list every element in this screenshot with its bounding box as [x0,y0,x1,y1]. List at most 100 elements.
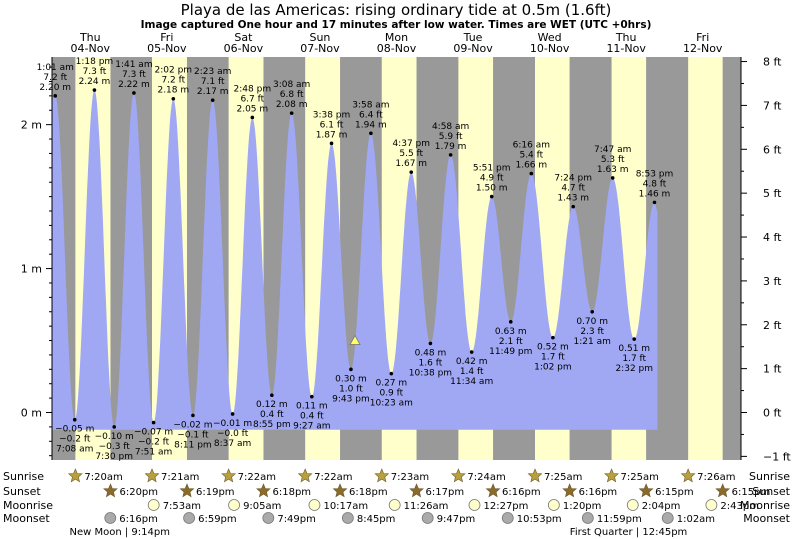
low-tide-label: 0.30 m [335,374,367,384]
day-date: 11-Nov [606,42,646,55]
low-tide-label: 9:27 am [293,422,330,432]
day-of-week: Fri [696,31,709,44]
moonrise-time: 2:04pm [642,501,681,512]
day-date: 09-Nov [453,42,493,55]
low-tide-label: −0.2 ft [138,438,170,448]
high-tide-point [489,194,494,199]
moonset-moon-icon [104,512,117,524]
high-tide-label: 7.2 ft [43,73,67,83]
high-tide-point [92,88,97,92]
high-tide-label: 1:18 pm [76,57,114,67]
high-tide-label: 3:08 am [273,80,310,90]
sunrise-star-icon [604,468,619,483]
day-of-week: Sat [234,31,253,44]
moonset-time: 6:59pm [198,514,237,525]
low-tide-label: −0.02 m [173,420,212,430]
moonset-time: 9:47pm [437,514,476,525]
low-tide-label: 10:23 am [370,399,413,409]
low-tide-point [469,350,474,354]
low-tide-label: 8:11 pm [174,440,212,450]
high-tide-label: 1.94 m [355,120,387,130]
sunrise-time: 7:21am [161,472,199,483]
high-tide-label: 2:02 pm [155,66,193,76]
sunset-star-icon [638,483,654,498]
daylight-band [688,57,723,460]
y-tick-label-ft: 7 ft [763,99,782,112]
moonrise-moon-icon [228,499,240,511]
low-tide-label: 7:08 am [56,445,93,455]
sunrise-star-icon [527,468,543,483]
high-tide-label: 1.63 m [597,165,629,175]
low-tide-label: −0.10 m [95,432,134,442]
day-of-week: Tue [463,31,483,44]
low-tide-label: 8:37 am [214,439,251,449]
low-tide-label: 2.3 ft [580,327,604,337]
row-label-right: Moonset [743,512,790,525]
chart-title: Playa de las Americas: rising ordinary t… [181,1,612,19]
high-tide-point [250,115,255,120]
low-tide-label: 0.27 m [375,379,407,389]
low-tide-label: −0.01 m [213,419,252,429]
moonset-time: 6:16pm [119,514,158,525]
sunrise-star-icon [450,468,466,483]
day-date: 08-Nov [377,42,417,55]
y-tick-label-ft: 4 ft [763,231,782,244]
day-date: 12-Nov [683,42,723,55]
moonrise-time: 11:26am [404,501,449,512]
high-tide-label: 7.3 ft [83,67,107,77]
low-tide-label: 0.42 m [456,357,488,367]
sunrise-star-icon [221,468,237,483]
low-tide-label: 1.7 ft [541,353,565,363]
sunset-time: 6:16pm [502,487,541,498]
sunset-star-icon [485,483,501,498]
moonrise-moon-icon [388,499,401,511]
high-tide-point [171,96,176,101]
sunset-time: 6:16pm [579,487,618,498]
moonset-moon-icon [501,512,514,524]
high-tide-label: 2.22 m [118,80,150,90]
moonset-time: 10:53pm [517,514,562,525]
low-tide-point [349,367,353,372]
high-tide-point [571,204,576,209]
low-tide-point [230,412,235,416]
low-tide-point [72,417,77,422]
y-tick-label-ft: 0 ft [763,407,782,420]
high-tide-label: 2.17 m [197,87,229,97]
low-tide-point [270,393,274,398]
high-tide-label: 5.9 ft [439,132,463,142]
high-tide-point [448,153,453,157]
y-tick-label-ft: 5 ft [763,187,782,200]
day-of-week: Fri [160,31,173,44]
sunrise-star-icon [297,468,313,483]
high-tide-point [652,200,657,205]
high-tide-label: 6.1 ft [320,120,344,130]
high-tide-point [329,141,334,146]
low-tide-label: 2:32 pm [615,364,653,374]
moonset-time: 7:49pm [277,514,316,525]
high-tide-point [289,111,294,115]
low-tide-point [191,413,195,418]
high-tide-label: 2:48 pm [234,84,272,94]
high-tide-label: 3:38 pm [313,110,351,120]
low-tide-point [310,394,314,399]
high-tide-label: 2:23 am [194,67,231,77]
y-tick-label-ft: 2 ft [763,319,782,332]
day-of-week: Mon [385,31,408,44]
tide-water-area [52,90,658,430]
moonrise-moon-icon [147,499,160,511]
low-tide-label: −0.2 ft [59,435,91,445]
low-tide-point [632,337,637,341]
high-tide-label: 7.2 ft [161,76,185,86]
low-tide-point [389,371,394,376]
low-tide-label: 11:34 am [450,377,493,387]
low-tide-label: 2.1 ft [499,337,523,347]
low-tide-point [428,341,433,346]
moonrise-time: 1:20pm [563,501,602,512]
day-of-week: Wed [538,31,562,44]
low-tide-point [508,320,513,324]
sunrise-star-icon [144,468,160,483]
high-tide-label: 3:58 am [352,100,389,110]
high-tide-point [409,170,414,174]
